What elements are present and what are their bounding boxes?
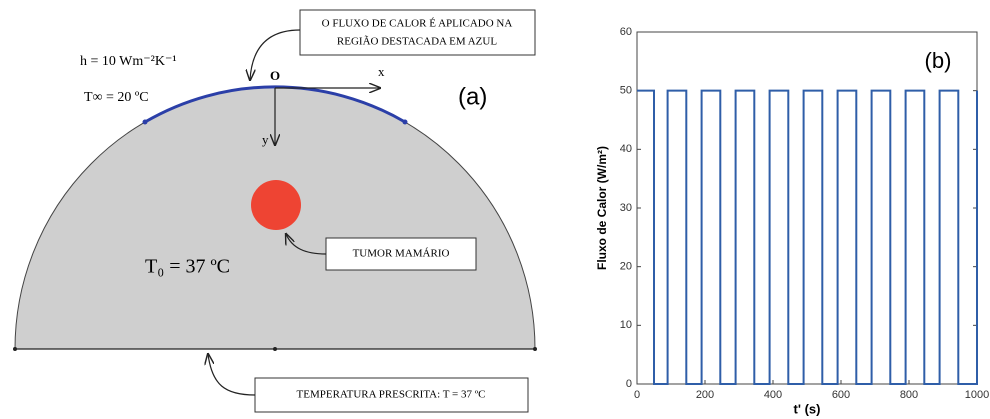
y-tick-label: 40 (620, 143, 632, 155)
note-text: O FLUXO DE CALOR É APLICADO NA (322, 18, 513, 30)
t0-label: T₀ = 37 ºC (145, 256, 230, 278)
corner-point (273, 347, 277, 351)
figure: O x y h = 10 Wm⁻²K⁻¹ T∞ = 20 ºC T₀ = 37 … (0, 0, 990, 419)
h-label: h = 10 Wm⁻²K⁻¹ (80, 54, 177, 69)
panel-a: O x y h = 10 Wm⁻²K⁻¹ T∞ = 20 ºC T₀ = 37 … (13, 10, 537, 412)
y-tick-label: 30 (620, 202, 632, 214)
panel-label: (b) (925, 48, 952, 73)
y-tick-label: 10 (620, 319, 632, 331)
x-tick-label: 0 (634, 389, 640, 401)
x-tick-label: 800 (900, 389, 918, 401)
y-axis-title: Fluxo de Calor (W/m²) (595, 146, 609, 270)
note-text: TUMOR MAMÁRIO (353, 248, 450, 260)
x-tick-label: 1000 (965, 389, 989, 401)
flux-end (403, 120, 408, 125)
tumor (251, 180, 301, 230)
origin-label: O (270, 68, 280, 83)
t-inf-label: T∞ = 20 ºC (84, 90, 149, 105)
plot-frame (637, 32, 977, 384)
x-axis-label: x (378, 64, 385, 79)
page: {"diagram": { "label": "(a)", "h": "h = … (0, 0, 990, 419)
x-tick-label: 200 (696, 389, 714, 401)
y-tick-label: 50 (620, 85, 632, 97)
note-text: TEMPERATURA PRESCRITA: T = 37 ºC (297, 389, 486, 401)
y-tick-label: 0 (626, 378, 632, 390)
panel-label: (a) (458, 83, 487, 110)
x-tick-label: 600 (832, 389, 850, 401)
flux-end (143, 120, 148, 125)
corner-point (13, 347, 17, 351)
y-axis-label: y (262, 132, 269, 147)
x-axis-title: t' (s) (794, 401, 821, 416)
x-tick-label: 400 (764, 389, 782, 401)
corner-point (533, 347, 537, 351)
y-tick-label: 20 (620, 261, 632, 273)
note-arrow (208, 354, 255, 395)
note-text: REGIÃO DESTACADA EM AZUL (337, 36, 497, 48)
y-tick-label: 60 (620, 26, 632, 38)
